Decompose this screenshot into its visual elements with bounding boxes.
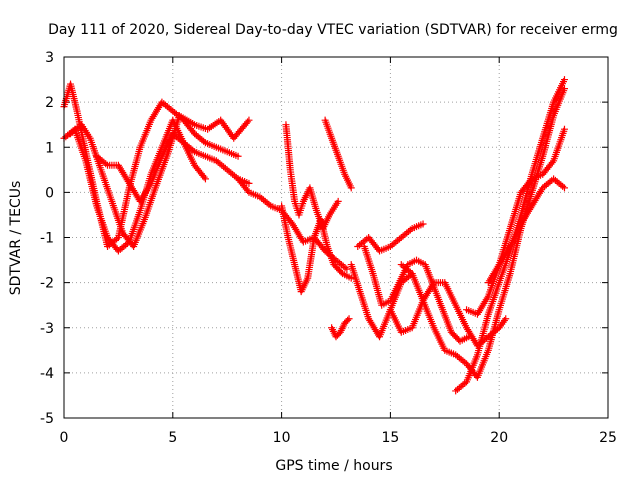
y-tick-label: 2: [45, 95, 54, 111]
series-track-7: [282, 121, 342, 232]
data-point: [334, 197, 342, 205]
data-point: [548, 158, 556, 166]
data-point: [244, 187, 252, 195]
x-tick-label: 15: [381, 430, 399, 446]
y-tick-label: -3: [40, 321, 54, 337]
series-track-15: [452, 76, 568, 395]
data-point: [245, 116, 253, 124]
y-tick-label: -5: [40, 411, 54, 427]
data-point: [347, 274, 355, 282]
data-point: [526, 177, 534, 185]
series-track-4: [93, 130, 253, 205]
y-tick-label: 3: [45, 50, 54, 66]
data-point: [234, 152, 242, 160]
series-track-8: [321, 116, 355, 192]
series-track-14: [397, 85, 568, 381]
x-tick-label: 5: [168, 430, 177, 446]
data-point: [337, 268, 345, 276]
x-tick-label: 0: [60, 430, 69, 446]
data-point: [560, 76, 568, 84]
series-line: [466, 128, 566, 316]
y-axis-label: SDTVAR / TECUs: [8, 181, 24, 296]
grid: [64, 57, 608, 418]
chart-title: Day 111 of 2020, Sidereal Day-to-day VTE…: [48, 22, 618, 38]
data-point: [502, 315, 510, 323]
data-point: [419, 220, 427, 228]
series-track-17: [484, 175, 568, 287]
data-point: [245, 179, 253, 187]
data-point: [560, 125, 568, 133]
data-point: [320, 245, 328, 253]
y-tick-label: -2: [40, 276, 54, 292]
series-track-16: [463, 125, 568, 318]
series-track-6: [278, 202, 355, 296]
data-point: [189, 128, 197, 136]
plot-area: [60, 76, 568, 395]
series-track-10: [354, 220, 427, 255]
y-tick-label: -1: [40, 231, 54, 247]
x-tick-label: 10: [273, 430, 291, 446]
y-tick-label: 1: [45, 140, 54, 156]
x-tick-label: 25: [599, 430, 617, 446]
data-point: [244, 118, 252, 126]
x-axis-label: GPS time / hours: [275, 458, 392, 474]
data-point: [345, 315, 353, 323]
series-track-12: [360, 243, 473, 345]
data-point: [201, 175, 209, 183]
series-track-3: [67, 112, 253, 251]
data-point: [200, 173, 208, 181]
plot-frame: [63, 56, 609, 419]
data-point: [344, 316, 352, 324]
y-tick-label: 0: [45, 185, 54, 201]
y-tick-label: -4: [40, 366, 54, 382]
x-tick-label: 20: [490, 430, 508, 446]
series-track-9: [328, 315, 353, 341]
data-point: [347, 184, 355, 192]
data-point: [560, 184, 568, 192]
